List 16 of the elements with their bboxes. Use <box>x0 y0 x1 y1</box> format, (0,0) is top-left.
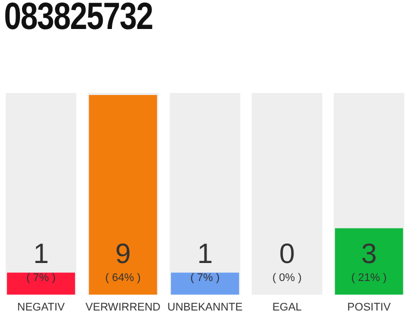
annotation: ( 21% ) <box>351 272 387 284</box>
data-label: 1 <box>197 238 213 269</box>
x-tick-label: UNBEKANNTE <box>167 301 243 314</box>
data-label: 3 <box>361 238 377 269</box>
chart-title: 083825732 <box>4 0 153 39</box>
data-label: 1 <box>33 238 49 269</box>
data-label: 0 <box>279 238 295 269</box>
data-label: 9 <box>115 238 131 269</box>
x-tick-label: NEGATIV <box>17 301 66 314</box>
x-tick-label: VERWIRREND <box>86 301 161 314</box>
annotation: ( 0% ) <box>272 272 302 284</box>
x-tick-label: POSITIV <box>347 301 392 314</box>
x-tick-label: EGAL <box>272 301 302 314</box>
annotation: ( 64% ) <box>105 272 141 284</box>
annotation: ( 7% ) <box>26 272 56 284</box>
annotation: ( 7% ) <box>190 272 220 284</box>
